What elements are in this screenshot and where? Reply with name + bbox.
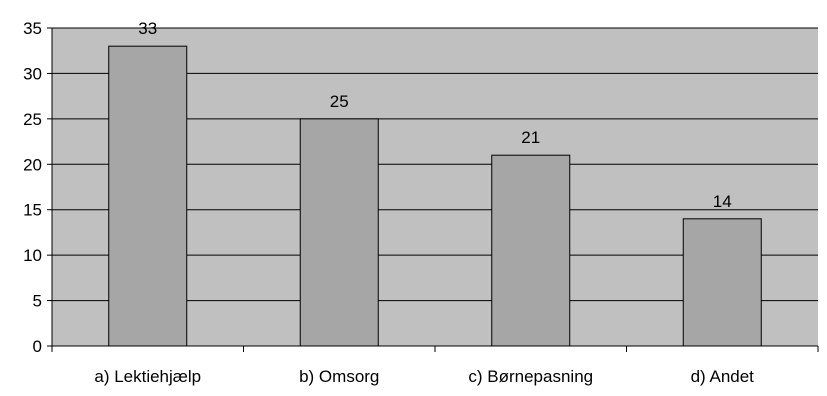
data-label: 25	[330, 92, 349, 111]
axes	[47, 27, 819, 352]
x-category-label: d) Andet	[691, 367, 755, 386]
y-tick-label: 35	[23, 19, 42, 38]
y-tick-label: 5	[33, 292, 42, 311]
bar	[682, 218, 762, 347]
x-category-label: c) Børnepasning	[468, 367, 593, 386]
y-tick-label: 30	[23, 64, 42, 83]
bar	[108, 45, 188, 347]
x-category-label: b) Omsorg	[299, 367, 379, 386]
y-tick-label: 0	[33, 337, 42, 356]
data-label: 33	[138, 19, 157, 38]
labels: 0 5 10 15 20 25 30 35 33 a) Lektiehjælp 25 b) Omsor…	[23, 19, 754, 386]
y-tick-label: 20	[23, 155, 42, 174]
bar	[299, 118, 379, 347]
data-label: 21	[521, 128, 540, 147]
bar	[491, 154, 571, 347]
x-category-label: a) Lektiehjælp	[94, 367, 201, 386]
data-label: 14	[713, 192, 732, 211]
y-tick-label: 25	[23, 110, 42, 129]
y-tick-label: 10	[23, 246, 42, 265]
y-tick-label: 15	[23, 201, 42, 220]
